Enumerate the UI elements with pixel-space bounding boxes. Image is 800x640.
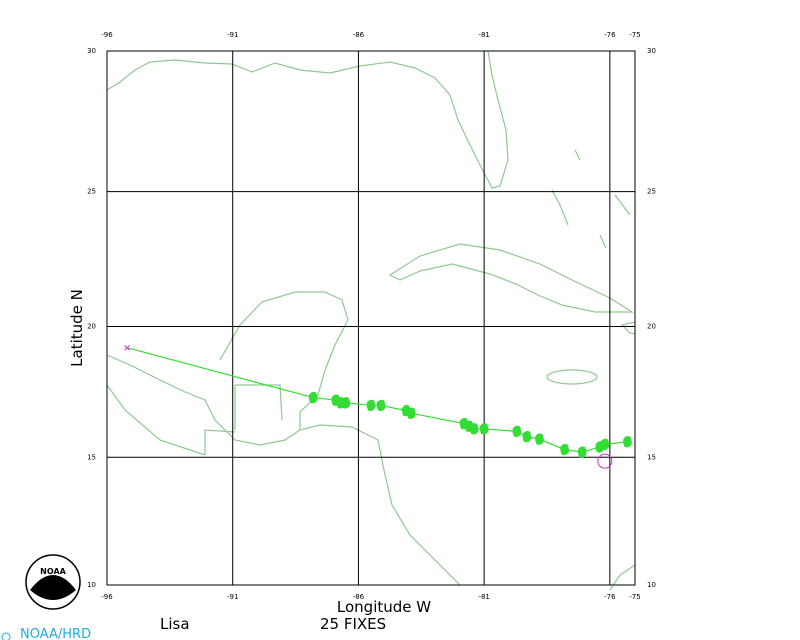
x-tick-label: -96 <box>101 31 113 39</box>
storm-symbol <box>535 433 544 445</box>
start-mark <box>124 344 130 351</box>
x-tick-label: -75 <box>629 31 640 39</box>
storm-symbol <box>522 430 532 443</box>
storm-symbol <box>469 423 479 435</box>
x-tick-label: -91 <box>227 593 238 601</box>
track-line <box>126 347 628 453</box>
map-layer: -96 -96 -91 -91 -86 -86 -81 -81 -76 -76 -75 -75 10 10… <box>87 31 656 601</box>
x-tick-label: -76 <box>604 593 616 601</box>
credit-icon <box>1 632 11 640</box>
map-frame <box>106 50 636 586</box>
cuba <box>388 243 635 313</box>
storm-symbol <box>406 407 416 419</box>
x-tick-label: -91 <box>227 31 238 39</box>
border <box>234 384 283 430</box>
y-tick-label: 10 <box>647 581 656 589</box>
y-tick-label: 30 <box>647 47 656 55</box>
credit: NOAA/HRD <box>20 627 91 640</box>
coastlines <box>106 50 636 591</box>
storm-symbol <box>512 425 522 438</box>
storm-symbol <box>600 438 610 451</box>
storm-name: Lisa <box>160 615 190 633</box>
current-position <box>597 453 613 469</box>
jamaica <box>546 369 598 385</box>
y-tick-label: 20 <box>647 323 656 331</box>
y-tick-label: 15 <box>647 453 656 461</box>
storm-symbol <box>376 399 386 412</box>
x-tick-label: -86 <box>353 593 365 601</box>
gulf-coast <box>106 50 509 189</box>
bahamas <box>551 149 631 249</box>
south-america <box>609 564 636 591</box>
storm-symbol <box>623 436 632 448</box>
y-tick-label: 25 <box>647 188 656 196</box>
storm-symbol <box>577 446 587 458</box>
fixes-count: 25 FIXES <box>320 615 386 633</box>
logo-wave <box>30 575 76 600</box>
y-tick-label: 10 <box>87 581 96 589</box>
central-america <box>106 354 301 456</box>
x-axis-label: Longitude W <box>337 598 431 616</box>
x-tick-label: -75 <box>629 593 640 601</box>
yucatan <box>219 291 461 586</box>
x-tick-label: -81 <box>478 31 489 39</box>
storm-symbol <box>366 399 376 412</box>
storm-symbol <box>308 391 318 404</box>
logo-text: NOAA <box>40 567 66 576</box>
storm-symbol <box>560 443 569 456</box>
y-tick-label: 30 <box>87 47 96 55</box>
storm-symbol <box>341 397 351 409</box>
hispaniola <box>620 321 636 335</box>
x-tick-label: -86 <box>353 31 365 39</box>
y-tick-label: 20 <box>87 323 96 331</box>
noaa-logo: NOAA <box>25 554 81 610</box>
x-tick-label: -81 <box>478 593 489 601</box>
y-tick-label: 15 <box>87 453 96 461</box>
y-tick-label: 25 <box>87 188 96 196</box>
y-axis-label: Latitude N <box>68 289 86 367</box>
x-tick-label: -76 <box>604 31 616 39</box>
storm-symbol <box>479 423 489 435</box>
x-tick-label: -96 <box>101 593 113 601</box>
